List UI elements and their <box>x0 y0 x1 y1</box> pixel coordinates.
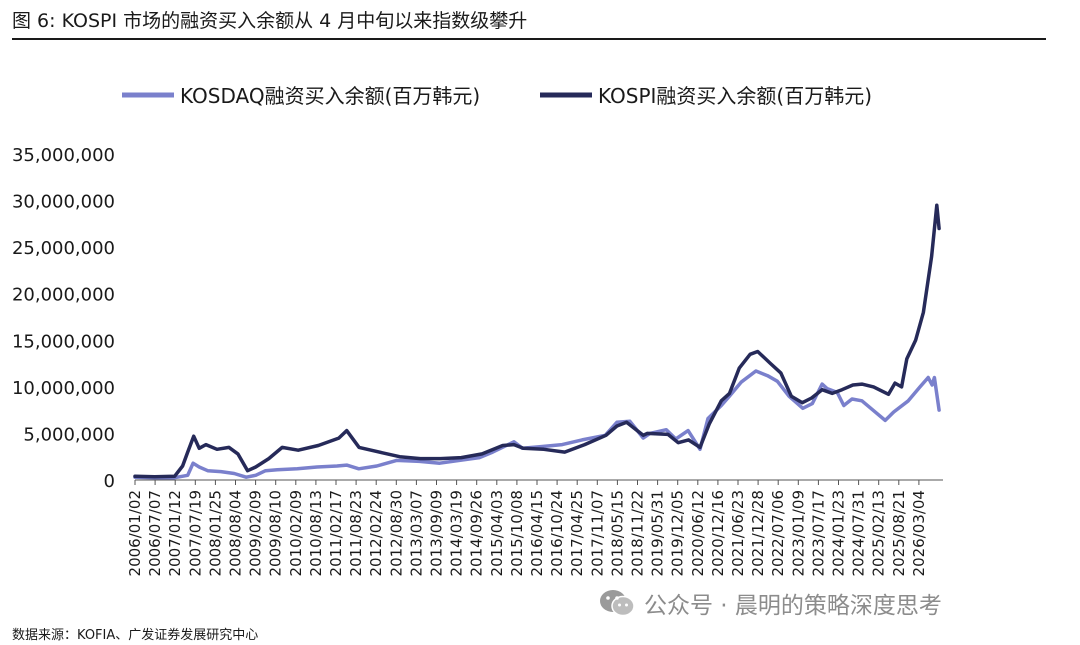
chart-legend: KOSDAQ融资买入余额(百万韩元) KOSPI融资买入余额(百万韩元) <box>122 84 872 108</box>
x-tick-label: 2019/05/31 <box>649 490 667 576</box>
x-tick-label: 2014/03/19 <box>448 490 466 576</box>
x-tick-label: 2018/05/15 <box>608 490 626 576</box>
figure-title: 图 6: KOSPI 市场的融资买入余额从 4 月中旬以来指数级攀升 <box>12 10 528 32</box>
x-tick-label: 2024/07/31 <box>850 490 868 576</box>
series-line-kosdaq <box>133 369 941 480</box>
x-tick-label: 2011/02/17 <box>327 490 345 576</box>
y-tick-label: 5,000,000 <box>23 424 115 445</box>
watermark: 公众号 · 晨明的策略深度思考 <box>598 586 942 620</box>
line-chart: KOSDAQ融资买入余额(百万韩元) KOSPI融资买入余额(百万韩元) 0 5,… <box>12 84 943 576</box>
x-tick-label: 2012/02/24 <box>367 490 385 576</box>
legend-label-kospi: KOSPI融资买入余额(百万韩元) <box>598 84 872 108</box>
x-tick-label: 2016/10/24 <box>548 490 566 576</box>
x-tick-label: 2016/04/15 <box>528 490 546 576</box>
y-tick-label: 10,000,000 <box>12 378 115 399</box>
x-tick-label: 2017/04/25 <box>568 490 586 576</box>
series-layer <box>133 203 941 480</box>
y-tick-label: 15,000,000 <box>12 331 115 352</box>
x-tick-label: 2025/08/21 <box>890 490 908 576</box>
y-tick-label: 30,000,000 <box>12 192 115 213</box>
x-tick-label: 2018/11/22 <box>629 490 647 576</box>
x-tick-label: 2014/09/26 <box>468 490 486 576</box>
x-tick-label: 2019/12/05 <box>669 490 687 576</box>
x-tick-label: 2006/07/07 <box>146 490 164 576</box>
x-tick-label: 2026/03/04 <box>910 490 928 576</box>
title-rule <box>12 38 1046 40</box>
x-tick-label: 2010/08/13 <box>307 490 325 576</box>
x-tick-label: 2024/01/23 <box>830 490 848 576</box>
x-tick-label: 2009/02/09 <box>247 490 265 576</box>
x-tick-label: 2025/02/13 <box>870 490 888 576</box>
x-tick-label: 2021/12/28 <box>749 490 767 576</box>
watermark-text: 公众号 · 晨明的策略深度思考 <box>644 593 942 619</box>
y-tick-label: 25,000,000 <box>12 238 115 259</box>
x-tick-label: 2020/12/16 <box>709 490 727 576</box>
legend-label-kosdaq: KOSDAQ融资买入余额(百万韩元) <box>180 84 480 108</box>
series-line-kospi <box>133 203 941 479</box>
x-tick-label: 2011/08/23 <box>347 490 365 576</box>
x-tick-label: 2007/07/19 <box>186 490 204 576</box>
y-tick-label: 0 <box>104 471 115 492</box>
x-tick-label: 2008/01/25 <box>206 490 224 576</box>
x-axis: 2006/01/02 2006/07/07 2007/01/12 2007/07/19… <box>126 479 943 576</box>
y-tick-label: 35,000,000 <box>12 145 115 166</box>
x-tick-label: 2021/06/23 <box>729 490 747 576</box>
x-tick-label: 2012/08/30 <box>387 490 405 576</box>
x-tick-label: 2009/08/10 <box>267 490 285 576</box>
x-tick-label: 2010/02/09 <box>287 490 305 576</box>
x-tick-label: 2008/08/04 <box>227 490 245 576</box>
wechat-icon <box>600 590 635 617</box>
x-tick-label: 2022/07/06 <box>769 490 787 576</box>
source-note: 数据来源：KOFIA、广发证券发展研究中心 <box>12 628 259 643</box>
x-tick-label: 2013/03/07 <box>407 490 425 576</box>
x-tick-label: 2023/07/17 <box>809 490 827 576</box>
x-tick-label: 2015/04/03 <box>488 490 506 576</box>
x-tick-label: 2015/10/08 <box>508 490 526 576</box>
y-axis: 0 5,000,000 10,000,000 15,000,000 20,000,000… <box>12 145 115 492</box>
x-tick-label: 2023/01/09 <box>789 490 807 576</box>
x-tick-label: 2017/11/07 <box>588 490 606 576</box>
x-tick-label: 2007/01/12 <box>166 490 184 576</box>
x-tick-label: 2013/09/09 <box>428 490 446 576</box>
y-tick-label: 20,000,000 <box>12 285 115 306</box>
x-tick-label: 2020/06/12 <box>689 490 707 576</box>
x-tick-label: 2006/01/02 <box>126 490 144 576</box>
